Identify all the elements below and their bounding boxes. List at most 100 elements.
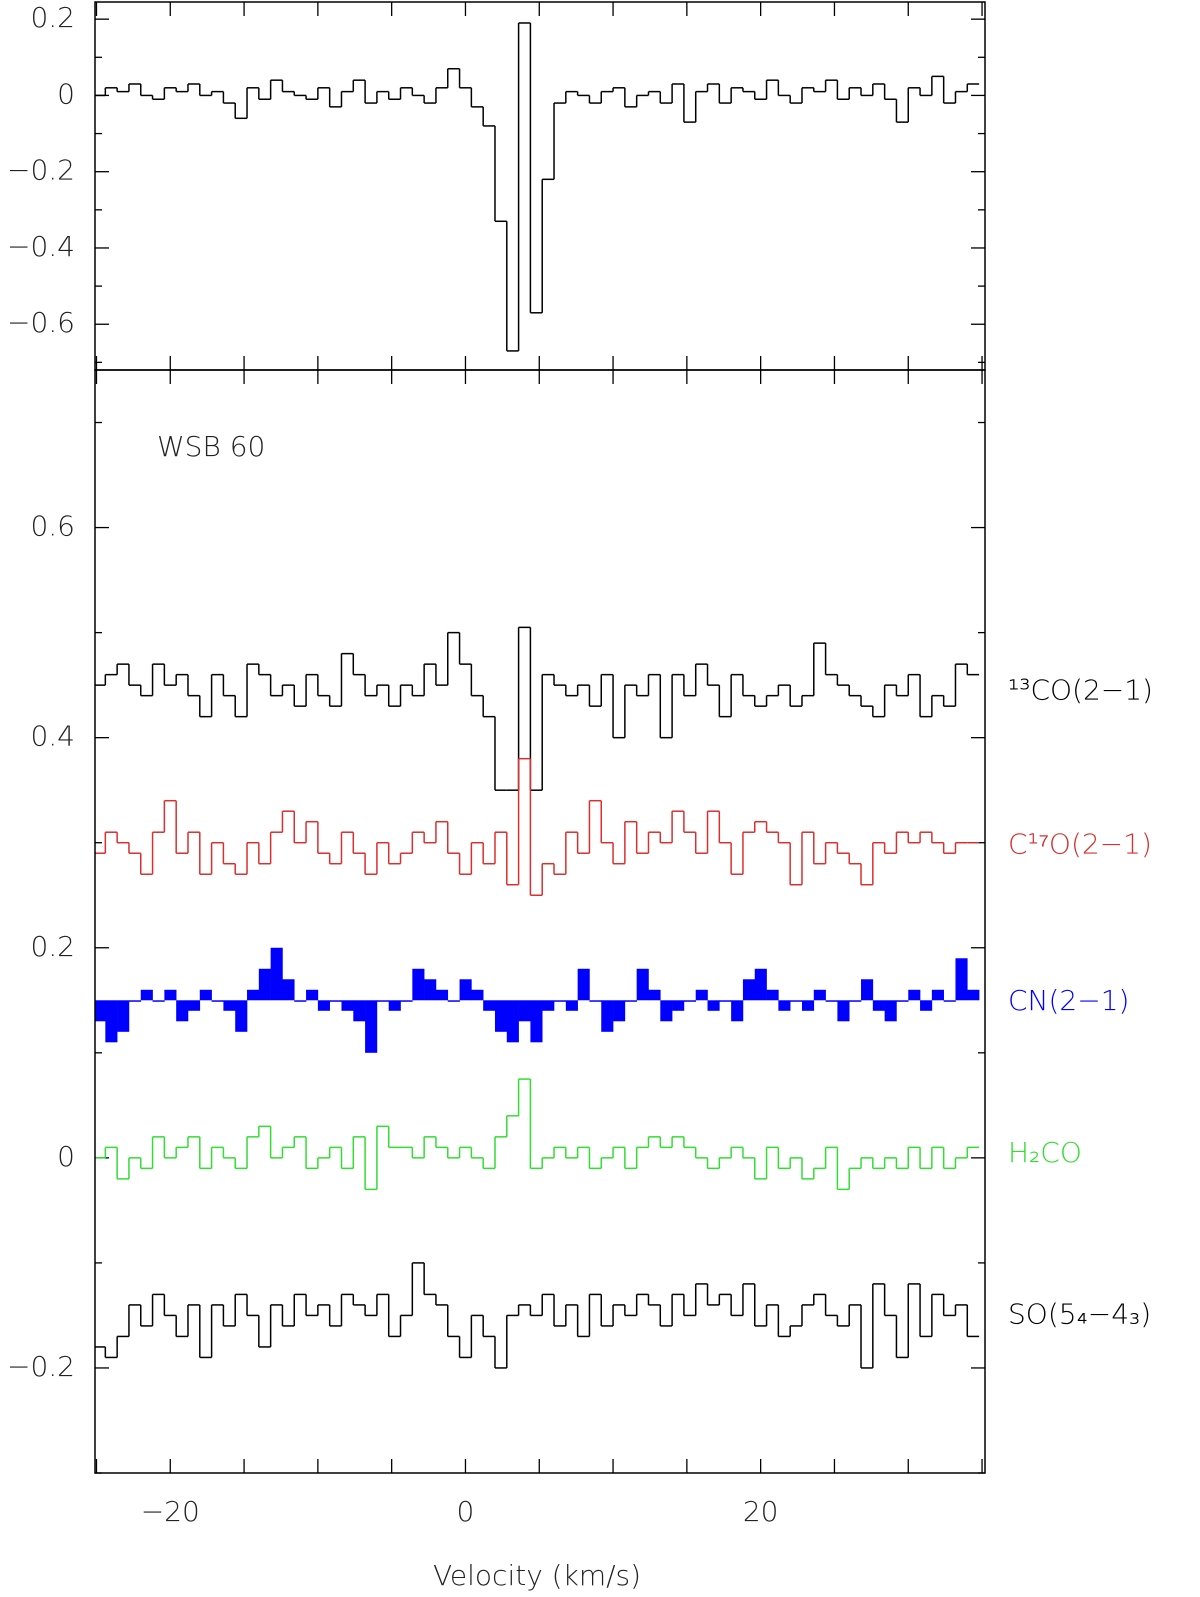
series-label: SO(5₄−4₃) xyxy=(1008,1298,1151,1331)
bar xyxy=(825,1000,838,1002)
bar xyxy=(176,1000,189,1022)
bar xyxy=(353,1000,366,1022)
bar xyxy=(506,1000,519,1043)
bar xyxy=(365,1000,378,1053)
annotation: WSB 60 xyxy=(157,430,265,463)
bar xyxy=(95,1000,106,1022)
bar xyxy=(719,1000,732,1002)
bar xyxy=(943,1000,956,1002)
bar xyxy=(542,1000,555,1011)
bar xyxy=(294,1000,307,1002)
bar xyxy=(341,1000,354,1011)
bar xyxy=(187,1000,201,1011)
bar xyxy=(117,1000,130,1032)
bar xyxy=(140,989,153,1001)
plot-frame xyxy=(94,369,986,1474)
bar xyxy=(223,1000,236,1011)
bar xyxy=(766,989,779,1001)
plot-area xyxy=(95,22,980,352)
bar xyxy=(459,979,472,1001)
y-tick-label: −0.4 xyxy=(7,230,75,263)
bar xyxy=(317,1000,330,1011)
bar xyxy=(565,1000,578,1011)
bar xyxy=(424,979,437,1001)
bar xyxy=(731,1000,744,1022)
bar xyxy=(518,1000,531,1022)
y-tick-label: 0 xyxy=(57,1140,75,1173)
y-tick-label: −0.2 xyxy=(7,154,75,187)
bar xyxy=(554,1000,567,1002)
bar xyxy=(376,1000,390,1002)
y-tick-label: 0 xyxy=(57,77,75,110)
bar xyxy=(920,1000,933,1011)
bar xyxy=(128,1000,142,1002)
series-label: H₂CO xyxy=(1008,1136,1082,1169)
bar xyxy=(896,1000,909,1002)
bar xyxy=(872,1000,885,1011)
bar xyxy=(778,1000,791,1011)
bar xyxy=(388,1000,401,1011)
bar xyxy=(589,1000,602,1002)
bar xyxy=(258,968,271,1001)
bar xyxy=(235,1000,248,1032)
bar xyxy=(152,1000,165,1002)
series-label: CN(2−1) xyxy=(1008,984,1129,1017)
bar xyxy=(211,1000,224,1002)
bar xyxy=(400,1000,413,1002)
bar xyxy=(672,1000,685,1011)
bar xyxy=(494,1000,508,1032)
bar xyxy=(447,1000,460,1002)
bar xyxy=(884,1000,897,1022)
bar xyxy=(270,947,283,1001)
bar xyxy=(931,989,944,1001)
y-tick-label: 0.2 xyxy=(30,930,75,963)
bar xyxy=(530,1000,543,1043)
series-label: ¹³CO(2−1) xyxy=(1008,674,1153,707)
bar xyxy=(306,989,319,1001)
bar xyxy=(660,1000,673,1022)
y-tick-label: 0.4 xyxy=(30,720,75,753)
y-tick-label: −0.2 xyxy=(7,1350,75,1383)
bar xyxy=(648,989,661,1001)
x-tick-label: 20 xyxy=(743,1495,779,1528)
bar xyxy=(849,1000,862,1002)
bar xyxy=(471,989,484,1001)
bar xyxy=(613,1000,626,1022)
bar xyxy=(435,989,449,1001)
bar xyxy=(247,989,260,1001)
bar xyxy=(624,1000,637,1002)
bar xyxy=(707,1000,720,1011)
bar xyxy=(683,1000,697,1002)
x-tick-label: 0 xyxy=(457,1495,475,1528)
bar xyxy=(695,989,708,1001)
bar xyxy=(412,968,425,1001)
x-axis-label: Velocity (km/s) xyxy=(433,1559,641,1592)
series-label: C¹⁷O(2−1) xyxy=(1008,828,1152,861)
y-tick-label: 0.2 xyxy=(30,1,75,34)
x-tick-label: −20 xyxy=(141,1495,200,1528)
bar xyxy=(601,1000,614,1032)
bar xyxy=(483,1000,496,1011)
bar xyxy=(164,989,177,1001)
bar xyxy=(577,968,590,1001)
bar xyxy=(636,968,649,1001)
bar xyxy=(754,968,767,1001)
bar xyxy=(199,989,212,1001)
bar xyxy=(742,979,756,1001)
bar xyxy=(329,1000,342,1002)
bar xyxy=(282,979,295,1001)
bar xyxy=(790,1000,803,1002)
plot-area xyxy=(95,626,980,1369)
y-tick-label: −0.6 xyxy=(7,306,75,339)
bar xyxy=(801,1000,815,1011)
plot-frame xyxy=(94,1,986,371)
bar xyxy=(861,979,874,1001)
bar xyxy=(813,989,826,1001)
bar xyxy=(105,1000,118,1043)
bar xyxy=(908,989,921,1001)
bar xyxy=(967,989,980,1001)
bar xyxy=(837,1000,850,1022)
bar xyxy=(955,958,968,1001)
y-tick-label: 0.6 xyxy=(30,510,75,543)
